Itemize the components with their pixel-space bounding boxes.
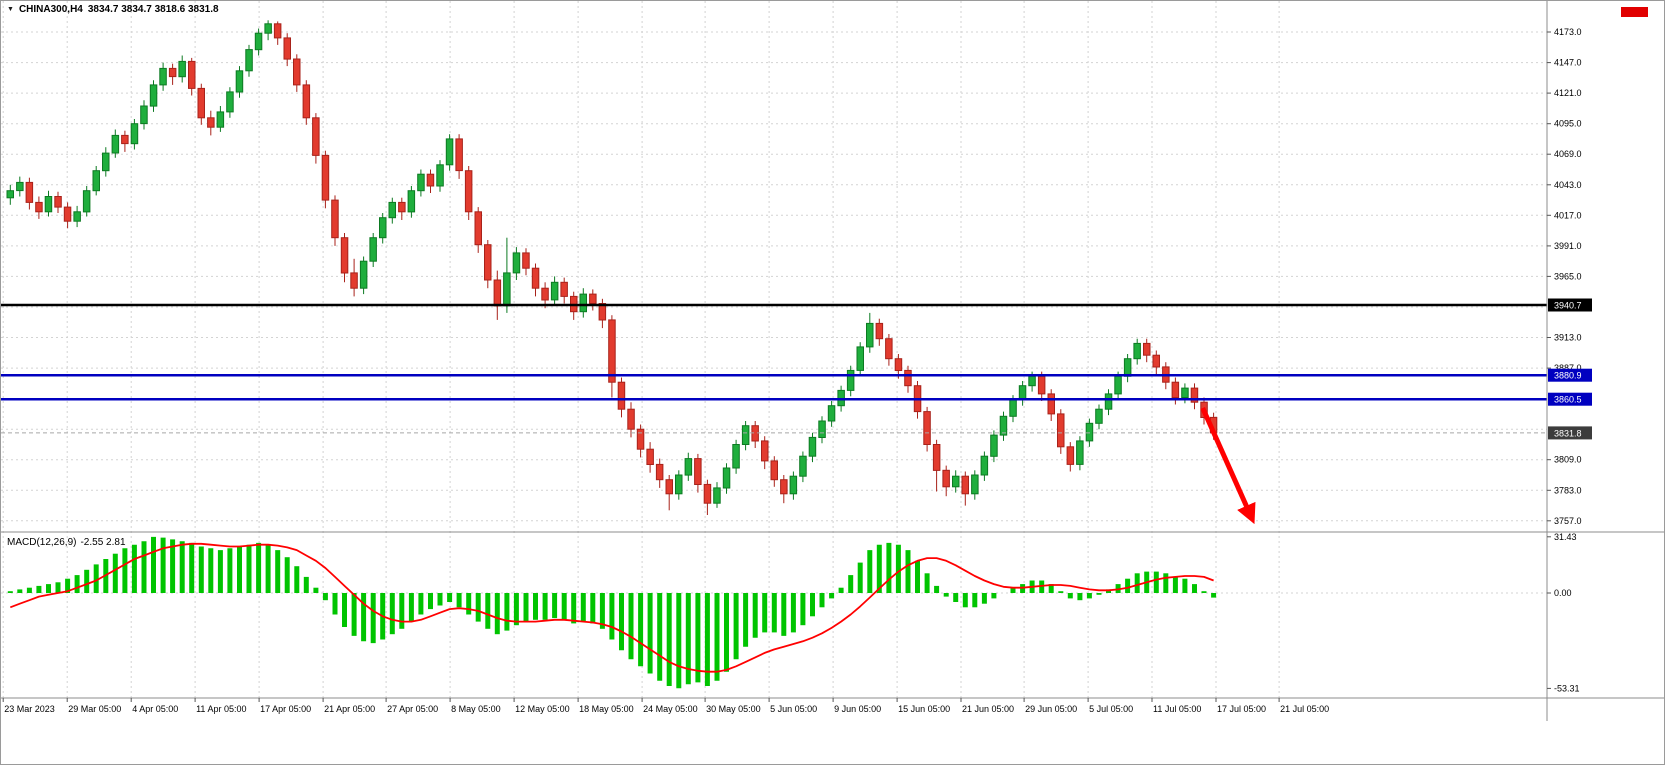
svg-text:17 Jul 05:00: 17 Jul 05:00 [1217,704,1266,714]
svg-text:30 May 05:00: 30 May 05:00 [706,704,761,714]
svg-text:4147.0: 4147.0 [1554,58,1582,68]
chevron-down-icon[interactable]: ▼ [7,6,14,13]
svg-text:31.43: 31.43 [1554,532,1577,542]
svg-text:29 Jun 05:00: 29 Jun 05:00 [1025,704,1077,714]
svg-text:18 May 05:00: 18 May 05:00 [579,704,634,714]
svg-text:3913.0: 3913.0 [1554,333,1582,343]
macd-values: -2.55 2.81 [80,537,126,548]
svg-text:8 May 05:00: 8 May 05:00 [451,704,501,714]
svg-text:3887.0: 3887.0 [1554,363,1582,373]
svg-text:4017.0: 4017.0 [1554,210,1582,220]
svg-text:12 May 05:00: 12 May 05:00 [515,704,570,714]
svg-text:3809.0: 3809.0 [1554,455,1582,465]
ohlc-quote-values: 3834.7 3834.7 3818.6 3831.8 [87,4,219,15]
svg-text:17 Apr 05:00: 17 Apr 05:00 [260,704,311,714]
svg-text:0.00: 0.00 [1554,588,1572,598]
svg-text:24 May 05:00: 24 May 05:00 [643,704,698,714]
svg-text:27 Apr 05:00: 27 Apr 05:00 [387,704,438,714]
svg-text:9 Jun 05:00: 9 Jun 05:00 [834,704,881,714]
svg-text:4069.0: 4069.0 [1554,149,1582,159]
red-indicator-marker [1621,7,1648,17]
macd-name: MACD(12,26,9) [7,537,77,548]
svg-text:11 Apr 05:00: 11 Apr 05:00 [196,704,246,714]
symbol-label: CHINA300,H4 [18,4,83,15]
svg-text:4095.0: 4095.0 [1554,119,1582,129]
svg-text:5 Jul 05:00: 5 Jul 05:00 [1089,704,1133,714]
svg-text:4173.0: 4173.0 [1554,27,1582,37]
svg-text:29 Mar 05:00: 29 Mar 05:00 [68,704,121,714]
symbol-selector[interactable]: ▼ CHINA300,H4 3834.7 3834.7 3818.6 3831.… [7,4,219,15]
svg-text:21 Jun 05:00: 21 Jun 05:00 [962,704,1014,714]
svg-text:3965.0: 3965.0 [1554,271,1582,281]
svg-text:3757.0: 3757.0 [1554,516,1582,526]
svg-text:3991.0: 3991.0 [1554,241,1582,251]
svg-text:21 Jul 05:00: 21 Jul 05:00 [1280,704,1329,714]
svg-text:23 Mar 2023: 23 Mar 2023 [4,704,55,714]
svg-text:3783.0: 3783.0 [1554,485,1582,495]
macd-indicator-label: MACD(12,26,9) -2.55 2.81 [7,537,126,548]
svg-text:5 Jun 05:00: 5 Jun 05:00 [770,704,817,714]
svg-text:11 Jul 05:00: 11 Jul 05:00 [1153,704,1201,714]
svg-text:4043.0: 4043.0 [1554,180,1582,190]
svg-text:3940.7: 3940.7 [1554,301,1582,311]
svg-text:3880.9: 3880.9 [1554,371,1582,381]
svg-text:3831.8: 3831.8 [1554,428,1582,438]
svg-text:4 Apr 05:00: 4 Apr 05:00 [132,704,178,714]
svg-text:4121.0: 4121.0 [1554,88,1582,98]
svg-text:21 Apr 05:00: 21 Apr 05:00 [324,704,375,714]
svg-text:15 Jun 05:00: 15 Jun 05:00 [898,704,950,714]
svg-text:3860.5: 3860.5 [1554,395,1582,405]
svg-text:-53.31: -53.31 [1554,683,1580,693]
